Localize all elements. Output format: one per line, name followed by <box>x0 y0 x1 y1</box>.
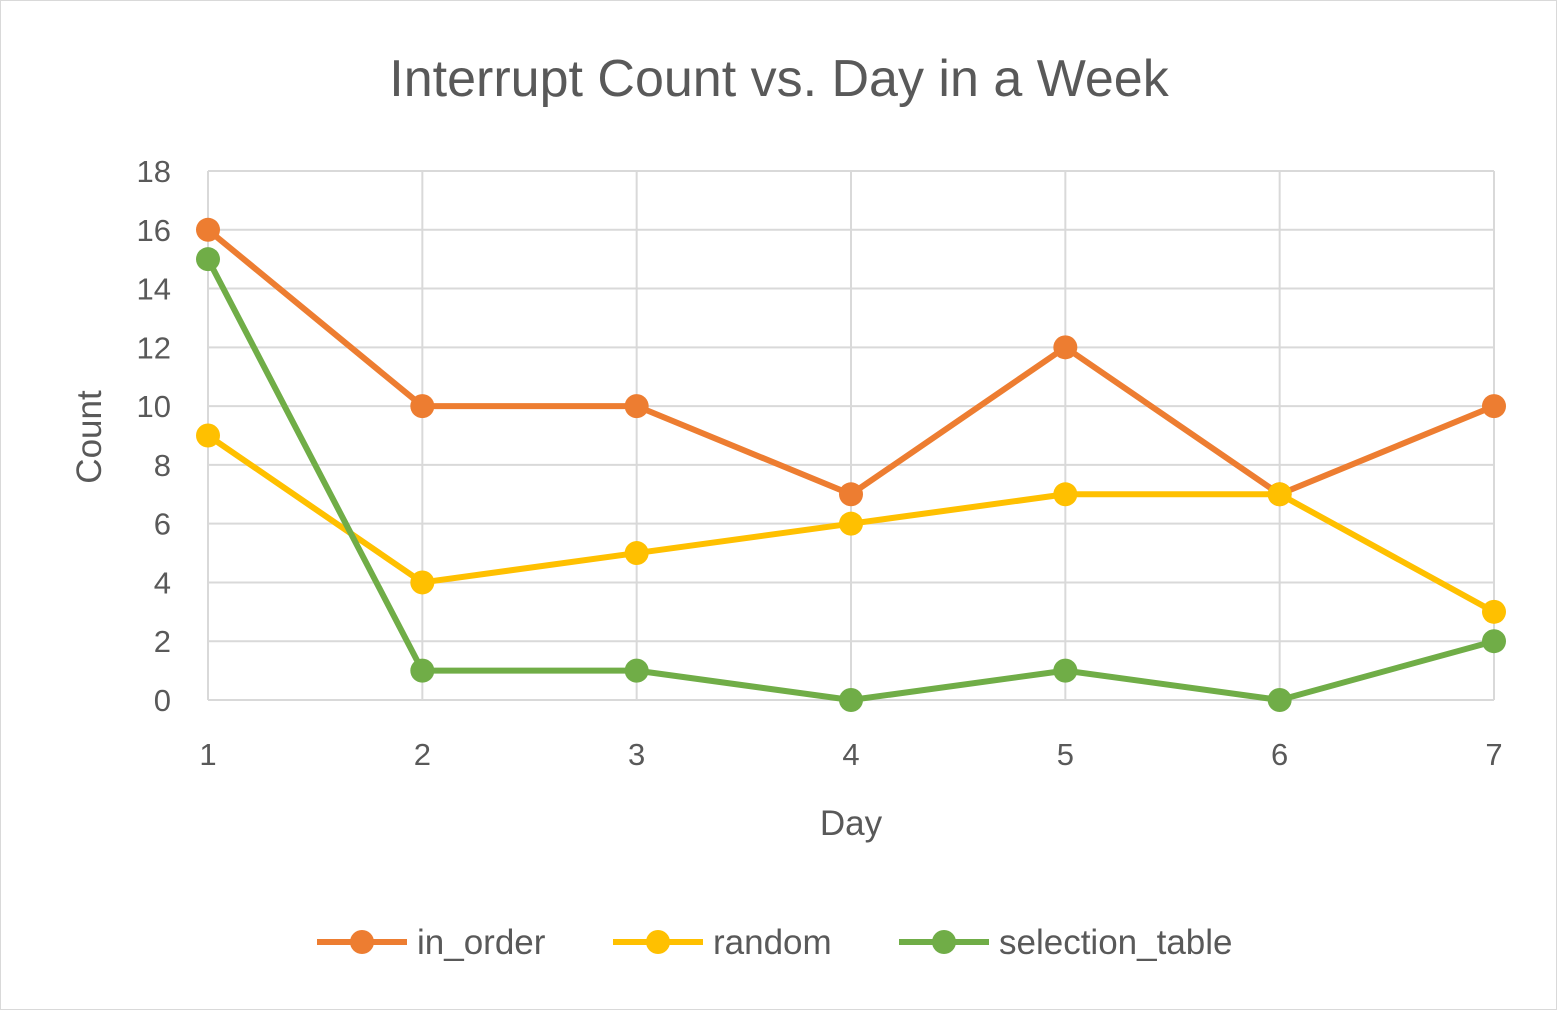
legend-label: in_order <box>417 923 546 962</box>
data-point-selection_table <box>410 658 435 683</box>
data-point-in_order <box>410 394 435 419</box>
legend: in_order random selection_table <box>317 923 1233 962</box>
data-point-selection_table <box>1267 688 1292 712</box>
series-lines <box>196 217 1506 712</box>
legend-swatch-marker <box>932 930 956 954</box>
y-tick-label: 18 <box>137 154 171 189</box>
x-axis-ticks: 1 2 3 4 5 6 7 <box>199 737 1502 772</box>
data-point-selection_table <box>1053 658 1078 683</box>
data-point-random <box>196 423 220 448</box>
data-point-selection_table <box>1482 629 1506 654</box>
series-random <box>196 423 1506 624</box>
data-point-selection_table <box>839 688 863 712</box>
legend-item-random: random <box>613 923 832 962</box>
y-tick-label: 10 <box>137 389 171 424</box>
legend-swatch-marker <box>646 930 670 954</box>
y-tick-label: 0 <box>154 683 171 718</box>
x-tick-label: 4 <box>842 737 859 772</box>
x-tick-label: 7 <box>1485 737 1502 772</box>
x-axis-label: Day <box>820 804 883 843</box>
y-tick-label: 8 <box>154 448 171 483</box>
series-selection_table <box>196 247 1506 712</box>
data-point-random <box>624 541 649 566</box>
y-tick-label: 14 <box>137 272 171 307</box>
legend-label: selection_table <box>999 923 1233 962</box>
data-point-in_order <box>196 217 220 242</box>
legend-label: random <box>713 923 832 962</box>
data-point-in_order <box>1053 335 1078 360</box>
data-point-random <box>1482 599 1506 624</box>
x-tick-label: 2 <box>414 737 431 772</box>
y-axis-label: Count <box>70 390 109 484</box>
data-point-in_order <box>1482 394 1506 419</box>
gridlines <box>207 170 1495 701</box>
data-point-selection_table <box>624 658 649 683</box>
x-tick-label: 1 <box>199 737 216 772</box>
data-point-in_order <box>624 394 649 419</box>
legend-swatch-marker <box>350 930 374 954</box>
y-tick-label: 16 <box>137 213 171 248</box>
y-tick-label: 6 <box>154 507 171 542</box>
legend-item-selection_table: selection_table <box>899 923 1233 962</box>
data-point-in_order <box>839 482 863 507</box>
x-tick-label: 5 <box>1057 737 1074 772</box>
x-tick-label: 3 <box>628 737 645 772</box>
y-tick-label: 12 <box>137 330 171 365</box>
chart-title: Interrupt Count vs. Day in a Week <box>389 50 1169 108</box>
data-point-random <box>1053 482 1078 507</box>
data-point-random <box>410 570 435 595</box>
data-point-random <box>839 511 863 536</box>
x-tick-label: 6 <box>1271 737 1288 772</box>
data-point-random <box>1267 482 1292 507</box>
data-point-selection_table <box>196 247 220 272</box>
y-tick-label: 4 <box>154 565 171 600</box>
legend-item-in_order: in_order <box>317 923 546 962</box>
y-axis-ticks: 0 2 4 6 8 10 12 14 16 18 <box>137 154 171 718</box>
y-tick-label: 2 <box>154 624 171 659</box>
